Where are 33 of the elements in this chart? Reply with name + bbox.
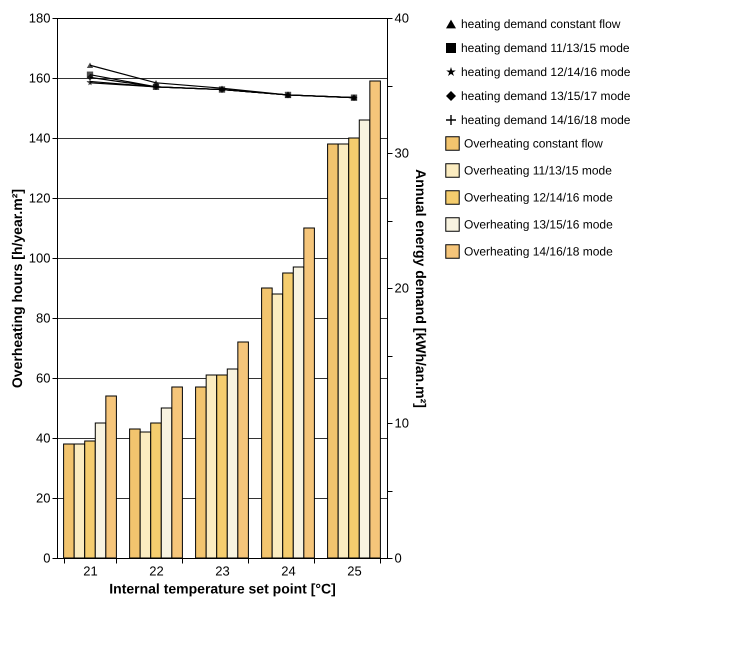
- legend-label: Overheating 13/15/16 mode: [464, 218, 614, 232]
- x-tick-label: 22: [149, 564, 164, 578]
- legend-label: Overheating 12/14/16 mode: [464, 190, 614, 204]
- y-tick-label: 60: [36, 370, 50, 386]
- y-tick-label: 120: [28, 190, 50, 206]
- legend-label: heating demand 11/13/15 mode: [461, 41, 630, 55]
- legend-label: Overheating 11/13/15 mode: [464, 164, 612, 178]
- x-tick-label: 21: [83, 564, 98, 578]
- y2-tick-label: 10: [394, 416, 409, 430]
- y-tick-label: 20: [36, 490, 50, 506]
- y2-tick-label: 30: [394, 146, 409, 160]
- legend-label: heating demand constant flow: [461, 17, 621, 31]
- y-tick-label: 0: [43, 550, 50, 566]
- y2-tick-label: 40: [394, 10, 409, 26]
- y-tick-label: 160: [28, 70, 50, 86]
- legend-label: heating demand 12/14/16 mode: [461, 65, 631, 79]
- y2-axis-title: Annual energy demand [kWh/an.m²]: [412, 169, 429, 408]
- x-axis-title: Internal temperature set point [°C]: [109, 580, 336, 596]
- y-tick-label: 180: [28, 10, 50, 26]
- y2-tick-label: 0: [394, 550, 402, 566]
- y-axis-title: Overheating hours [h/year.m²]: [8, 188, 25, 388]
- legend-label: Overheating constant flow: [464, 136, 604, 150]
- legend-label: heating demand 14/16/18 mode: [461, 113, 631, 127]
- x-tick-label: 23: [215, 564, 230, 578]
- legend-label: heating demand 13/15/17 mode: [461, 89, 631, 103]
- x-tick-label: 24: [281, 564, 296, 578]
- y-tick-label: 80: [36, 310, 50, 326]
- legend-label: Overheating 14/16/18 mode: [464, 244, 614, 258]
- y2-tick-label: 20: [394, 280, 409, 296]
- y-tick-label: 140: [28, 130, 50, 146]
- y-tick-label: 40: [36, 430, 50, 446]
- x-tick-label: 25: [347, 564, 362, 578]
- y-tick-label: 100: [28, 250, 50, 266]
